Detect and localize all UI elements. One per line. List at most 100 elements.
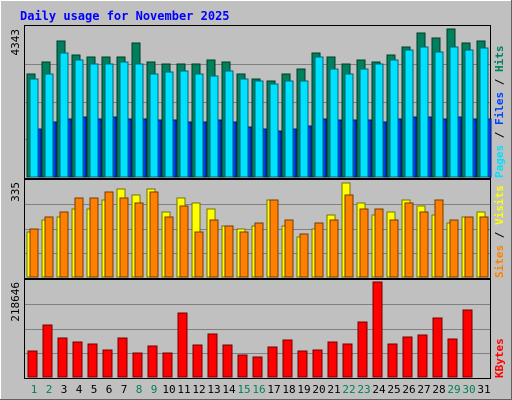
- kbytes-bar: [282, 339, 293, 378]
- sites-bar: [449, 219, 459, 278]
- pages-bar: [389, 59, 399, 178]
- pages-bar: [404, 49, 414, 178]
- legend-hits-panel: Pages / Files / Hits: [493, 46, 506, 179]
- pages-bar: [134, 63, 144, 178]
- day-label: 5: [91, 383, 98, 396]
- visits-axis-max-label: 335: [9, 182, 22, 202]
- bars-hits-files-pages: [26, 28, 492, 178]
- sites-bar: [224, 225, 234, 278]
- sites-bar: [329, 219, 339, 278]
- sites-bar: [194, 231, 204, 278]
- legend-visits-panel: Sites / Visits: [493, 185, 506, 278]
- day-label: 12: [192, 383, 205, 396]
- pages-bar: [89, 63, 99, 178]
- legend-visits: Visits: [493, 185, 506, 225]
- day-label: 19: [297, 383, 310, 396]
- bars-kbytes: [27, 281, 473, 378]
- pages-bar: [194, 73, 204, 178]
- kbytes-bar: [432, 317, 443, 378]
- kbytes-bar: [42, 324, 53, 378]
- pages-bar: [359, 68, 369, 178]
- sites-bar: [284, 219, 294, 278]
- sites-bar: [239, 231, 249, 278]
- pages-bar: [419, 46, 429, 178]
- kbytes-bar: [312, 349, 323, 378]
- kbytes-bar: [87, 343, 98, 378]
- kbytes-bar: [252, 356, 263, 378]
- day-label: 20: [312, 383, 325, 396]
- kbytes-bar: [357, 321, 368, 378]
- legend-files: Files: [493, 92, 506, 125]
- pages-bar: [374, 63, 384, 178]
- kbytes-bar: [117, 337, 128, 378]
- kbytes-bar: [162, 352, 173, 378]
- kbytes-bar: [192, 344, 203, 378]
- legend-hits: Hits: [493, 46, 506, 73]
- sites-bar: [299, 233, 309, 278]
- day-label: 29: [447, 383, 460, 396]
- sites-bar: [389, 219, 399, 278]
- day-label: 31: [477, 383, 490, 396]
- day-label: 11: [177, 383, 190, 396]
- day-label: 24: [372, 383, 386, 396]
- sites-bar: [29, 228, 39, 278]
- day-label: 15: [237, 383, 250, 396]
- day-label: 16: [252, 383, 265, 396]
- sites-bar: [59, 211, 69, 278]
- kbytes-bar: [387, 343, 398, 378]
- pages-bar: [269, 83, 279, 178]
- pages-bar: [74, 59, 84, 178]
- sites-bar: [119, 197, 129, 278]
- kbytes-bar: [222, 344, 233, 378]
- sites-bar: [74, 197, 84, 278]
- pages-bar: [164, 71, 174, 178]
- kbytes-bar: [462, 309, 473, 378]
- kbytes-axis-max-label: 218646: [9, 282, 22, 322]
- pages-bar: [239, 78, 249, 178]
- kbytes-bar: [327, 341, 338, 378]
- day-labels: 1 2 3 4 5 6 7 8 9 10 11 12 13 14 15 16 17 18 19 20 21 22 23 24 2…: [31, 383, 491, 396]
- pages-bar: [344, 73, 354, 178]
- sites-bar: [164, 216, 174, 278]
- sites-bar: [269, 199, 279, 278]
- legend-sites: Sites: [493, 245, 506, 278]
- bars-visits-sites: [26, 182, 489, 278]
- pages-bar: [104, 63, 114, 178]
- kbytes-bar: [342, 343, 353, 378]
- kbytes-bar: [132, 352, 143, 378]
- panel-kbytes-border: [24, 279, 491, 379]
- day-label: 10: [162, 383, 175, 396]
- kbytes-bar: [372, 281, 383, 378]
- legend-sep-1: /: [493, 125, 506, 145]
- kbytes-bar: [177, 312, 188, 378]
- sites-bar: [89, 197, 99, 278]
- pages-bar: [59, 52, 69, 178]
- kbytes-bar: [72, 341, 83, 378]
- day-label: 1: [31, 383, 38, 396]
- pages-bar: [44, 73, 54, 178]
- pages-bar: [299, 80, 309, 178]
- sites-bar: [314, 222, 324, 278]
- kbytes-bar: [207, 333, 218, 378]
- pages-bar: [209, 75, 219, 178]
- sites-bar: [359, 208, 369, 278]
- panel-visits-border: [24, 179, 491, 279]
- day-label: 25: [387, 383, 400, 396]
- sites-bar: [179, 205, 189, 278]
- pages-bar: [449, 46, 459, 178]
- pages-bar: [314, 56, 324, 178]
- day-label: 8: [136, 383, 143, 396]
- pages-bar: [254, 80, 264, 178]
- day-label: 14: [222, 383, 236, 396]
- kbytes-bar: [447, 338, 458, 378]
- sites-bar: [344, 194, 354, 278]
- day-label: 6: [106, 383, 113, 396]
- pages-bar: [149, 73, 159, 178]
- pages-bar: [479, 47, 489, 178]
- day-label: 4: [76, 383, 83, 396]
- pages-bar: [179, 70, 189, 178]
- sites-bar: [374, 208, 384, 278]
- sites-bar: [404, 202, 414, 278]
- kbytes-bar: [297, 350, 308, 378]
